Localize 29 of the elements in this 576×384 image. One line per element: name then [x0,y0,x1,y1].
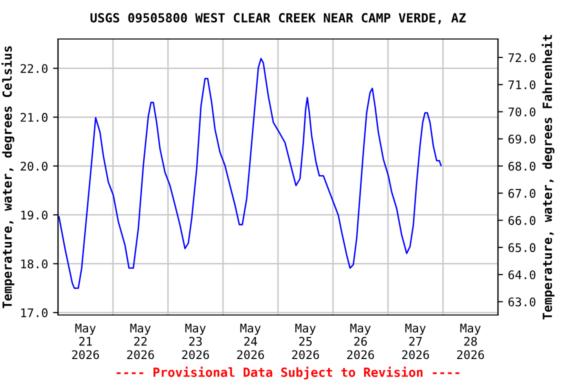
text: ---- Provisional Data Subject to Revision ---- [116,366,460,380]
y2-axis-title: Temperature, water, degrees Fahrenheit [542,34,554,320]
y2-tick-label: 65.0 [508,243,536,252]
chart-title: USGS 09505800 WEST CLEAR CREEK NEAR CAMP VERDE, AZ [90,13,466,24]
x-tick-label: May 27 2026 [402,324,429,360]
x-tick-label: May 26 2026 [347,324,374,360]
x-tick-label: May 22 2026 [127,324,154,360]
x-tick-label: May 28 2026 [457,324,484,360]
x-tick-label: May 21 2026 [72,324,99,360]
y2-tick-label: 67.0 [508,188,536,198]
x-tick-label: May 23 2026 [182,324,209,360]
y2-tick-label: 64.0 [508,270,536,280]
y2-tick-label: 71.0 [508,80,536,90]
y-tick-label: 17.0 [21,308,48,318]
x-tick-label: May 25 2026 [292,324,319,360]
y-tick-label: 18.0 [21,259,48,268]
x-tick-label: May 24 2026 [237,324,264,360]
y-tick-label: 19.0 [21,210,48,220]
y2-tick-label: 70.0 [508,107,536,116]
y2-tick-label: 66.0 [508,216,536,225]
y-tick-label: 20.0 [20,162,48,171]
y2-tick-label: 63.0 [508,297,536,306]
y-tick-label: 22.0 [20,64,48,73]
y2-tick-label: 69.0 [508,134,536,144]
y-axis-title: Temperature, water, degrees Celsius [2,46,14,308]
y2-tick-label: 72.0 [508,53,536,62]
y2-tick-label: 68.0 [508,162,536,171]
line-series [58,58,442,289]
y-tick-label: 21.0 [20,112,48,122]
